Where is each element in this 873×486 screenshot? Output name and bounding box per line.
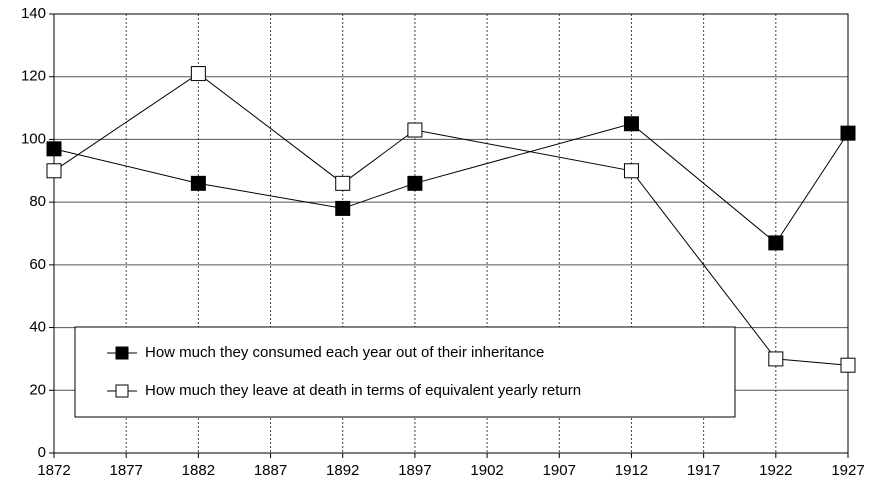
point-marker <box>407 122 423 138</box>
x-tick-label: 1917 <box>687 462 720 479</box>
legend-label: How much they leave at death in terms of… <box>145 382 581 399</box>
x-tick-label: 1882 <box>182 462 215 479</box>
legend-marker <box>115 384 129 398</box>
x-tick-label: 1897 <box>398 462 431 479</box>
point-marker <box>335 175 351 191</box>
series-line <box>53 123 849 244</box>
point-marker <box>840 125 856 141</box>
point-marker <box>46 163 62 179</box>
x-tick-label: 1887 <box>254 462 287 479</box>
y-tick-label: 120 <box>21 68 46 85</box>
x-tick-label: 1907 <box>543 462 576 479</box>
legend-label: How much they consumed each year out of … <box>145 344 544 361</box>
y-tick-label: 100 <box>21 130 46 147</box>
y-tick-label: 140 <box>21 5 46 22</box>
x-tick-label: 1872 <box>37 462 70 479</box>
point-marker <box>335 200 351 216</box>
point-marker <box>768 235 784 251</box>
y-tick-label: 60 <box>29 256 46 273</box>
point-marker <box>623 163 639 179</box>
x-tick-label: 1877 <box>109 462 142 479</box>
y-tick-label: 20 <box>29 381 46 398</box>
point-marker <box>840 357 856 373</box>
plot-frame <box>53 13 849 454</box>
x-tick-label: 1912 <box>615 462 648 479</box>
x-tick-label: 1927 <box>831 462 864 479</box>
y-tick-label: 0 <box>38 444 46 461</box>
x-tick-label: 1892 <box>326 462 359 479</box>
y-tick-label: 40 <box>29 319 46 336</box>
point-marker <box>407 175 423 191</box>
point-marker <box>623 116 639 132</box>
point-marker <box>190 66 206 82</box>
x-tick-label: 1902 <box>470 462 503 479</box>
point-marker <box>46 141 62 157</box>
legend-box <box>74 326 736 418</box>
point-marker <box>768 351 784 367</box>
x-tick-label: 1922 <box>759 462 792 479</box>
point-marker <box>190 175 206 191</box>
legend-marker <box>115 346 129 360</box>
series-line <box>53 72 849 366</box>
y-tick-label: 80 <box>29 193 46 210</box>
